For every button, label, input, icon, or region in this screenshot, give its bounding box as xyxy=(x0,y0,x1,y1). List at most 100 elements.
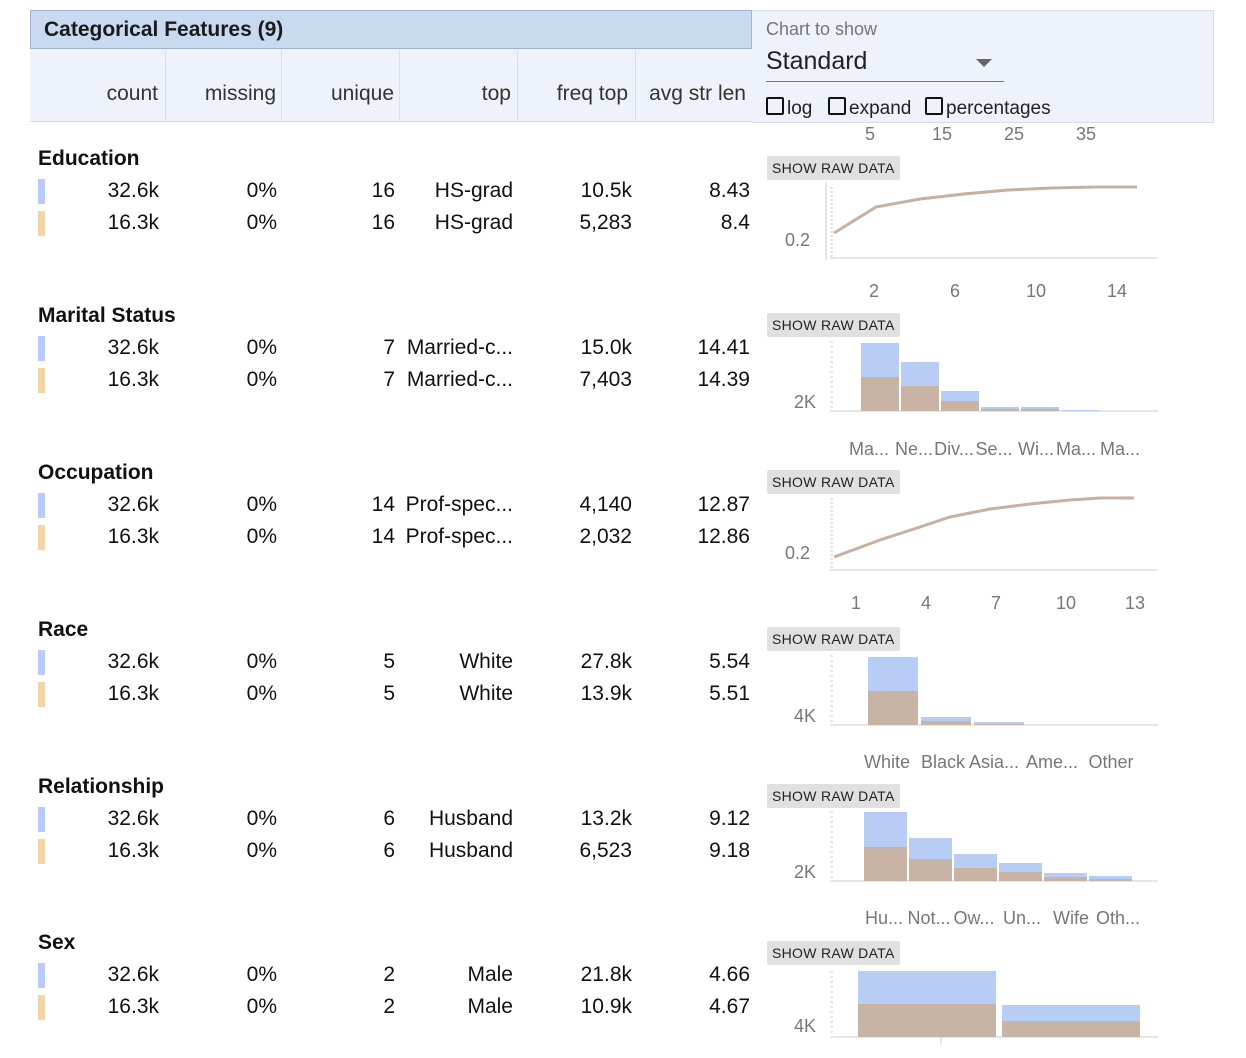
percentages-checkbox[interactable]: percentages xyxy=(925,97,1051,120)
series-a-swatch xyxy=(38,336,45,361)
count-value: 16.3k xyxy=(107,995,159,1018)
freq-top-value: 21.8k xyxy=(580,963,632,986)
column-header-freq-top[interactable]: freq top xyxy=(556,82,628,105)
expand-checkbox[interactable]: expand xyxy=(828,97,911,120)
avg-str-len-value: 14.41 xyxy=(697,336,750,359)
top-value: HS-grad xyxy=(434,211,513,234)
y-axis-label: 4K xyxy=(794,706,816,726)
column-header-missing[interactable]: missing xyxy=(204,82,276,105)
bar-series-a xyxy=(974,722,1024,725)
x-tick-label: 10 xyxy=(1056,593,1076,613)
series-b-swatch xyxy=(38,525,45,550)
feature-name-education: Education xyxy=(38,147,140,170)
x-tick-label: 7 xyxy=(991,593,1001,613)
top-axis: 5 15 25 35 xyxy=(865,124,1096,144)
x-tick-label: Oth... xyxy=(1096,908,1140,928)
missing-value: 0% xyxy=(246,368,277,391)
x-tick-label: Other xyxy=(1088,752,1133,772)
bar-series-b xyxy=(909,859,952,881)
series-a-swatch xyxy=(38,493,45,518)
show-raw-data-button[interactable]: SHOW RAW DATA xyxy=(767,941,900,965)
missing-value: 0% xyxy=(246,807,277,830)
chart-type-dropdown[interactable]: Standard xyxy=(766,45,1004,82)
y-tick-marks xyxy=(830,971,833,1033)
feature-name-marital-status: Marital Status xyxy=(38,304,176,327)
y-tick-marks xyxy=(830,341,833,408)
unique-value: 6 xyxy=(383,839,395,862)
y-axis-label: 2K xyxy=(794,392,816,412)
unique-value: 7 xyxy=(383,368,395,391)
unique-value: 2 xyxy=(383,963,395,986)
series-a-swatch xyxy=(38,179,45,204)
checkbox-icon xyxy=(925,97,943,115)
unique-value: 5 xyxy=(383,682,395,705)
log-label: log xyxy=(787,98,813,119)
x-tick-label: White xyxy=(864,752,910,772)
bar-series-a xyxy=(1089,876,1132,881)
avg-str-len-value: 12.87 xyxy=(697,493,750,516)
column-header-avg-str-len[interactable]: avg str len xyxy=(649,82,746,105)
top-value: White xyxy=(459,650,513,673)
series-a-swatch xyxy=(38,963,45,988)
x-tick-label: Ma... xyxy=(1100,439,1140,459)
avg-str-len-value: 14.39 xyxy=(697,368,750,391)
show-raw-data-button[interactable]: SHOW RAW DATA xyxy=(767,627,900,651)
count-value: 32.6k xyxy=(107,493,159,516)
freq-top-value: 27.8k xyxy=(580,650,632,673)
top-axis-tick: 35 xyxy=(1076,124,1096,144)
x-tick-label: Wife xyxy=(1053,908,1089,928)
feature-name-sex: Sex xyxy=(38,931,76,954)
section-title-bar[interactable]: Categorical Features (9) xyxy=(30,10,752,49)
top-value: Married-c... xyxy=(406,336,513,359)
bar-series-b xyxy=(1002,1021,1140,1037)
x-tick-label: 4 xyxy=(921,593,931,613)
show-raw-data-button[interactable]: SHOW RAW DATA xyxy=(767,784,900,808)
bar-series-b xyxy=(921,721,971,725)
chart-controls: Chart to show Standard log expand percen… xyxy=(752,10,1214,123)
log-checkbox[interactable]: log xyxy=(766,97,812,120)
bar-series-b xyxy=(901,386,939,411)
top-value: HS-grad xyxy=(434,179,513,202)
expand-label: expand xyxy=(849,98,912,119)
x-tick-label: 6 xyxy=(950,281,960,301)
x-tick-label: 13 xyxy=(1125,593,1145,613)
show-raw-data-button[interactable]: SHOW RAW DATA xyxy=(767,313,900,337)
freq-top-value: 15.0k xyxy=(580,336,632,359)
series-a-swatch xyxy=(38,807,45,832)
avg-str-len-value: 8.4 xyxy=(720,211,750,234)
bar-series-b xyxy=(941,401,979,411)
top-axis-tick: 25 xyxy=(1004,124,1024,144)
feature-name-occupation: Occupation xyxy=(38,461,154,484)
show-raw-data-button[interactable]: SHOW RAW DATA xyxy=(767,470,900,494)
y-tick-marks xyxy=(830,655,833,722)
unique-value: 14 xyxy=(371,493,395,516)
sex-bar-chart: 4K xyxy=(794,971,1158,1044)
x-tick-label: Asia... xyxy=(969,752,1019,772)
feature-name-race: Race xyxy=(38,618,89,641)
missing-value: 0% xyxy=(246,963,277,986)
x-tick-label: 1 xyxy=(851,593,861,613)
missing-value: 0% xyxy=(246,682,277,705)
chart-to-show-label: Chart to show xyxy=(766,19,878,39)
x-tick-label: 14 xyxy=(1107,281,1127,301)
bar-series-a xyxy=(1061,410,1099,411)
bar-series-b xyxy=(954,868,997,881)
occupation-line-chart: 0.2 1 4 7 10 13 xyxy=(785,496,1158,613)
relationship-bar-chart: 2K Hu... Not... Ow... Un... Wife Oth... xyxy=(794,811,1158,928)
cdf-line xyxy=(833,185,1137,235)
column-header-unique[interactable]: unique xyxy=(330,82,394,105)
x-tick-label: Un... xyxy=(1003,908,1041,928)
bar-series-b xyxy=(999,872,1042,881)
column-header-top[interactable]: top xyxy=(481,82,511,105)
count-value: 32.6k xyxy=(107,963,159,986)
y-tick-marks xyxy=(830,187,833,257)
top-axis-tick: 15 xyxy=(932,124,952,144)
bar-series-b xyxy=(1089,879,1132,881)
chart-type-value: Standard xyxy=(766,47,868,75)
series-b-swatch xyxy=(38,368,45,393)
feature-name-relationship: Relationship xyxy=(38,775,165,798)
column-header-count[interactable]: count xyxy=(106,82,158,105)
show-raw-data-button[interactable]: SHOW RAW DATA xyxy=(767,156,900,180)
freq-top-value: 10.5k xyxy=(580,179,632,202)
top-value: Male xyxy=(467,995,513,1018)
